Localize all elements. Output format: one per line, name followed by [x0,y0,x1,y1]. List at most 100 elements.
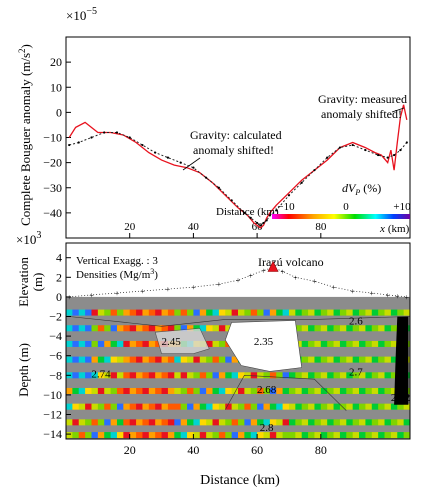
velocity-stripe-cell [397,419,405,426]
velocity-stripe-cell [72,403,80,410]
velocity-stripe-cell [187,419,194,426]
velocity-stripe-cell [308,419,315,426]
velocity-stripe-cell [116,356,124,363]
annotation-measured-arrow [391,107,405,113]
velocity-stripe-cell [371,387,379,394]
velocity-stripe-cell [110,387,118,394]
density-label: 2.6 [349,315,363,327]
velocity-stripe-cell [225,419,233,426]
velocity-stripe-cell [327,372,335,379]
velocity-stripe-cell [263,309,271,316]
density-body-2-82 [394,316,409,405]
velocity-stripe-cell [339,309,347,316]
velocity-stripe-cell [384,340,392,347]
velocity-stripe-cell [161,387,169,394]
velocity-stripe-cell [346,432,354,439]
velocity-stripe-cell [320,432,328,439]
velocity-stripe-cell [91,309,99,316]
velocity-stripe-cell [257,419,264,426]
velocity-stripe-cell [104,325,112,332]
velocity-stripe-cell [231,387,239,394]
velocity-stripe-cell [136,372,143,379]
velocity-stripe-cell [371,309,379,316]
velocity-stripe-cell [276,372,284,379]
calculated-anomaly-point [313,169,316,172]
elevation-label-2: (m) [30,273,45,292]
velocity-stripe-cell [91,356,99,363]
velocity-stripe-cell [390,340,398,347]
velocity-stripe-cell [269,309,277,316]
velocity-stripe-cell [352,372,360,379]
velocity-stripe-cell [288,432,296,439]
calculated-anomaly-point [243,211,246,214]
calculated-anomaly-point [351,143,354,147]
top-x-ticks: 20 40 60 80 [124,221,327,238]
velocity-stripe-cell [142,356,150,363]
density-label: 2.7 [349,366,363,378]
velocity-stripe-cell [269,432,277,439]
velocity-stripe-cell [244,309,252,316]
depth-tick-label: −10 [43,388,62,402]
velocity-stripe-cell [85,340,92,347]
velocity-stripe-cell [199,432,207,439]
velocity-stripe-cell [66,387,73,394]
velocity-stripe-cell [97,403,105,410]
velocity-stripe-cell [359,419,366,426]
info-densities: Densities (Mg/m3) [76,267,158,281]
velocity-stripe-cell [167,403,175,410]
station-marker: + [140,287,145,296]
velocity-stripe-cell [123,356,131,363]
velocity-stripe-cell [174,372,182,379]
velocity-stripe-cell [193,403,201,410]
velocity-stripe-cell [390,356,398,363]
velocity-stripe-cell [116,419,124,426]
velocity-stripe-cell [180,403,188,410]
velocity-stripe-cell [180,356,188,363]
velocity-stripe-cell [359,356,366,363]
velocity-stripe-cell [218,356,226,363]
top-exponent: ×10−5 [66,6,97,23]
velocity-stripe-cell [212,387,220,394]
velocity-stripe-cell [91,372,99,379]
velocity-stripe-cell [244,387,252,394]
velocity-stripe-cell [116,325,124,332]
bottom-x-tick-label: 20 [124,443,136,457]
velocity-stripe-cell [327,325,335,332]
calculated-anomaly-point [399,148,402,152]
velocity-stripe-cell [359,403,366,410]
velocity-stripe-cell [212,309,220,316]
station-marker: + [350,287,355,296]
velocity-stripe-cell [327,387,335,394]
calculated-anomaly-point [338,146,342,149]
velocity-stripe-cell [97,340,105,347]
velocity-stripe-cell [187,325,194,332]
velocity-stripe-cell [378,419,386,426]
velocity-stripe-cell [91,403,99,410]
velocity-stripe-cell [238,403,245,410]
velocity-stripe-cell [371,325,379,332]
velocity-stripe-cell [206,340,214,347]
elevation-tick-label: 4 [56,251,62,265]
calculated-anomaly-point [217,186,220,189]
velocity-stripe-cell [161,356,169,363]
velocity-stripe-cell [276,403,284,410]
elevation-label-1: Elevation [16,257,31,307]
calculated-anomaly-point [179,161,182,164]
calculated-anomaly-point [405,141,408,144]
density-label: 2.45 [161,336,181,348]
velocity-stripe-cell [91,340,99,347]
calculated-anomaly-point [192,166,195,169]
velocity-stripe-cell [72,309,80,316]
velocity-stripe-cell [148,356,156,363]
velocity-stripe-cell [282,309,290,316]
velocity-stripe-cell [199,309,207,316]
velocity-stripe-cell [91,419,99,426]
velocity-stripe-cell [97,372,105,379]
velocity-stripe-cell [346,372,354,379]
velocity-stripe-cell [206,419,214,426]
velocity-stripe-cell [167,325,175,332]
density-label: 2.74 [91,368,111,380]
velocity-stripe-cell [123,432,131,439]
velocity-stripe-cell [142,372,150,379]
velocity-stripe-cell [193,372,201,379]
